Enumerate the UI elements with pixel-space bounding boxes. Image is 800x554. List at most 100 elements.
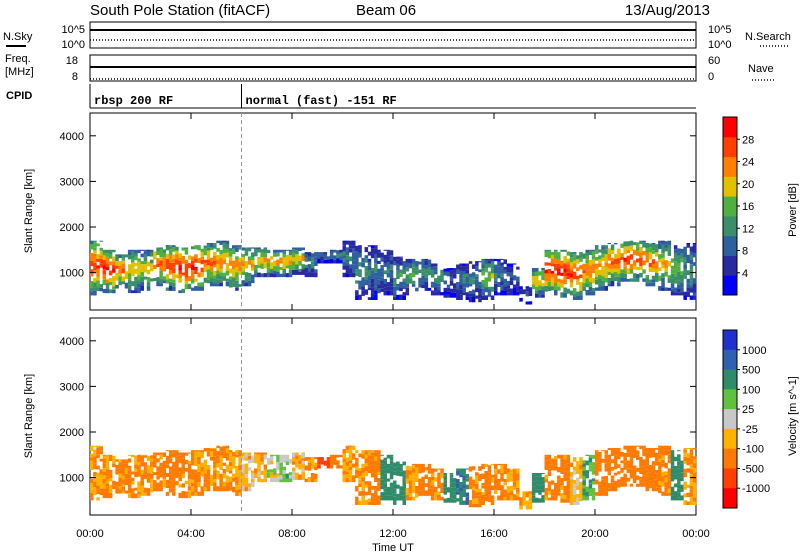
data-cell: [310, 261, 315, 265]
data-cell: [478, 492, 482, 496]
data-cell: [370, 268, 375, 272]
data-cell: [131, 267, 135, 271]
data-cell: [689, 259, 694, 265]
data-cell: [471, 486, 476, 491]
data-cell: [108, 254, 113, 259]
data-cell: [93, 463, 97, 470]
data-cell: [509, 472, 514, 478]
data-cell: [661, 277, 665, 283]
data-cell: [459, 284, 463, 290]
data-cell: [528, 301, 533, 305]
data-cell: [535, 480, 539, 485]
data-cell: [655, 461, 659, 466]
data-cell: [642, 466, 646, 470]
data-cell: [440, 482, 444, 488]
data-cell: [131, 281, 135, 287]
data-cell: [459, 487, 463, 492]
data-cell: [661, 445, 665, 447]
data-cell: [216, 470, 220, 476]
data-cell: [651, 243, 656, 248]
data-cell: [348, 268, 353, 274]
data-cell: [579, 252, 583, 255]
data-cell: [156, 247, 160, 252]
data-cell: [143, 249, 148, 252]
data-cell: [358, 285, 362, 290]
data-cell: [238, 488, 242, 493]
data-cell: [396, 275, 400, 280]
data-cell: [579, 493, 583, 499]
data-cell: [225, 483, 230, 486]
y-tick-label: 2000: [60, 427, 84, 439]
data-cell: [307, 252, 312, 257]
data-cell: [673, 269, 678, 274]
data-cell: [509, 277, 514, 281]
data-cell: [566, 471, 571, 476]
data-cell: [655, 278, 659, 282]
data-cell: [105, 476, 110, 480]
data-cell: [355, 272, 359, 276]
data-cell: [481, 473, 485, 479]
data-cell: [465, 282, 470, 288]
data-cell: [352, 245, 356, 249]
data-cell: [134, 290, 138, 294]
data-cell: [588, 462, 593, 466]
data-cell: [279, 475, 283, 480]
data-cell: [184, 468, 189, 472]
data-cell: [636, 467, 640, 472]
data-cell: [238, 460, 242, 466]
data-cell: [554, 459, 558, 463]
data-cell: [310, 257, 315, 262]
colorbar-tick-label: 28: [742, 134, 754, 146]
data-cell: [661, 476, 665, 482]
data-cell: [251, 267, 255, 271]
data-cell: [516, 291, 520, 296]
data-cell: [206, 243, 211, 248]
data-cell: [150, 252, 154, 257]
data-cell: [361, 463, 365, 468]
data-cell: [677, 284, 681, 289]
data-cell: [285, 249, 290, 251]
data-cell: [380, 492, 384, 498]
data-cell: [613, 455, 618, 461]
data-cell: [664, 487, 668, 493]
data-cell: [102, 478, 107, 484]
data-cell: [512, 292, 517, 296]
data-cell: [446, 487, 451, 493]
data-cell: [228, 470, 233, 474]
data-cell: [115, 255, 119, 261]
data-cell: [105, 486, 110, 490]
data-cell: [667, 484, 672, 489]
data-cell: [203, 259, 208, 264]
data-cell: [121, 254, 126, 258]
data-cell: [209, 266, 214, 272]
data-cell: [124, 468, 129, 474]
data-cell: [661, 261, 665, 265]
data-cell: [670, 477, 675, 482]
data-cell: [617, 479, 621, 484]
data-cell: [342, 258, 346, 262]
data-cell: [610, 478, 615, 483]
data-cell: [576, 485, 580, 490]
data-cell: [377, 467, 381, 472]
data-cell: [547, 269, 552, 274]
data-cell: [219, 466, 223, 470]
data-cell: [156, 277, 160, 282]
data-cell: [90, 260, 94, 267]
data-cell: [216, 451, 220, 456]
data-cell: [143, 261, 148, 265]
data-cell: [475, 261, 479, 267]
data-cell: [677, 488, 681, 493]
data-cell: [304, 478, 309, 483]
station-title: South Pole Station (fitACF): [90, 2, 270, 19]
data-cell: [509, 273, 514, 278]
data-cell: [465, 263, 470, 267]
data-cell: [222, 462, 227, 466]
data-cell: [93, 449, 97, 453]
data-cell: [538, 280, 542, 286]
data-cell: [225, 448, 230, 453]
data-cell: [579, 295, 583, 300]
data-cell: [389, 460, 394, 466]
data-cell: [434, 278, 438, 283]
data-cell: [355, 295, 359, 300]
data-cell: [257, 452, 261, 455]
